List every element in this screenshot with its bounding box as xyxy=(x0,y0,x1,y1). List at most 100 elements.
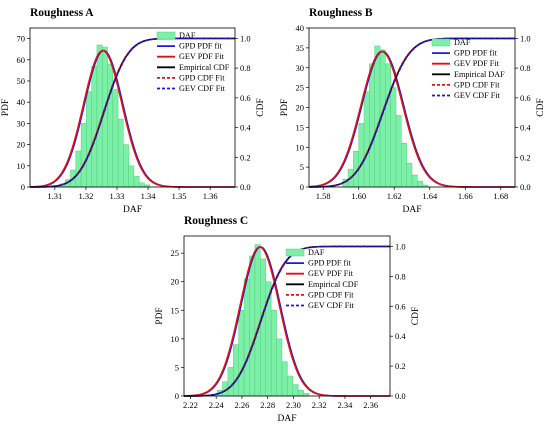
gev-cdf-fit-line xyxy=(184,245,390,397)
y2-tick-label: 0.0 xyxy=(240,182,251,192)
chart-title: Roughness C xyxy=(184,215,248,227)
legend-label: GEV CDF Fit xyxy=(454,91,501,100)
x-tick-label: 2.28 xyxy=(260,400,275,410)
x-tick-label: 1.36 xyxy=(203,191,218,201)
legend-label: GEV PDF Fit xyxy=(179,52,225,61)
histogram-bar xyxy=(292,384,299,397)
gev-cdf-fit-line xyxy=(30,37,235,188)
panel-a: Roughness A 1.31 1.32 1.33 1.34 1.35 1.36 0 10 20… xyxy=(1,7,266,215)
y-tick-label: 30 xyxy=(17,118,26,128)
legend-label: DAF xyxy=(454,38,471,47)
legend-swatch xyxy=(285,248,305,257)
y-tick-label: 70 xyxy=(17,34,26,44)
histogram-bar xyxy=(243,278,250,397)
y2-tick-label: 0.4 xyxy=(395,331,406,341)
y2-axis-label: CDF xyxy=(411,307,421,325)
x-tick-label: 2.32 xyxy=(312,400,327,410)
legend-label: DAF xyxy=(308,248,325,257)
histogram-bar xyxy=(91,65,98,188)
y2-tick-label: 1.0 xyxy=(520,33,531,43)
y2-tick-label: 1.0 xyxy=(395,241,406,251)
histogram-bar xyxy=(107,63,114,188)
legend-label: GPD CDF Fit xyxy=(308,290,354,299)
y2-axis-label: CDF xyxy=(536,98,546,116)
y-tick-label: 5 xyxy=(300,162,304,172)
legend-label: GEV CDF Fit xyxy=(179,84,226,93)
plot-frame xyxy=(183,235,391,397)
histogram-bar xyxy=(138,182,145,188)
x-tick-label: 1.31 xyxy=(47,191,62,201)
y2-tick-label: 0.6 xyxy=(520,93,531,103)
histogram-bar xyxy=(374,45,381,188)
y-tick-label: 35 xyxy=(296,43,305,53)
y2-tick-label: 0.6 xyxy=(395,301,406,311)
y-tick-label: 40 xyxy=(296,23,305,33)
y2-tick-label: 0.4 xyxy=(520,123,531,133)
histogram-bar xyxy=(406,162,413,188)
y-tick-label: 15 xyxy=(171,305,180,315)
histogram-bar xyxy=(233,344,239,397)
chart-title: Roughness A xyxy=(30,7,94,19)
x-tick-label: 2.36 xyxy=(363,400,378,410)
panel-b: Roughness B 1.58 1.60 1.62 1.64 1.66 1.68 0 5 10 1… xyxy=(280,7,546,215)
histogram-bar xyxy=(260,258,267,397)
histogram-bar xyxy=(401,143,407,188)
y-tick-label: 15 xyxy=(296,122,305,132)
x-tick-label: 2.26 xyxy=(235,400,250,410)
panel-c: Roughness C 2.22 2.24 2.26 2.28 2.30 2.32 2.34 2… xyxy=(155,215,421,424)
x-axis-label: DAF xyxy=(402,205,421,215)
y2-tick-label: 0.2 xyxy=(240,152,251,162)
x-tick-label: 1.58 xyxy=(316,191,331,201)
y-axis-label: PDF xyxy=(1,99,11,116)
y2-tick-label: 1.0 xyxy=(240,33,251,43)
y2-axis-label: CDF xyxy=(256,98,266,116)
y-tick-label: 0 xyxy=(175,391,179,401)
histogram-bar xyxy=(123,144,129,188)
y-tick-label: 50 xyxy=(17,76,26,86)
x-tick-label: 1.33 xyxy=(110,191,125,201)
legend-swatch xyxy=(156,31,176,40)
histogram-bar xyxy=(86,91,92,188)
x-tick-label: 2.34 xyxy=(338,400,354,410)
gev-cdf-fit-line xyxy=(309,37,515,188)
y2-tick-label: 0.8 xyxy=(395,271,406,281)
histogram-bar xyxy=(363,91,370,188)
legend-label: GPD PDF fit xyxy=(308,259,351,268)
histogram-bar xyxy=(287,375,294,397)
histogram-bar xyxy=(369,63,375,188)
histogram-bar xyxy=(411,174,418,188)
histogram-bar xyxy=(281,361,288,397)
plot-frame xyxy=(29,27,236,188)
chart-title: Roughness B xyxy=(309,7,373,19)
x-tick-label: 1.35 xyxy=(172,191,187,201)
histogram-bar xyxy=(276,338,283,397)
legend-label: Empirical CDF xyxy=(308,280,359,289)
y2-tick-label: 0.0 xyxy=(395,391,406,401)
legend-label: GPD CDF Fit xyxy=(454,80,500,89)
x-tick-label: 1.60 xyxy=(351,191,366,201)
legend-label: GEV PDF Fit xyxy=(454,59,500,68)
x-tick-label: 1.34 xyxy=(141,191,157,201)
histogram-bar xyxy=(395,115,402,188)
y-tick-label: 20 xyxy=(17,140,26,150)
histogram-bar xyxy=(128,165,135,188)
histogram-bar xyxy=(417,180,423,188)
legend-label: GPD CDF Fit xyxy=(179,73,225,82)
histogram-bar xyxy=(270,310,277,397)
y-tick-label: 10 xyxy=(296,142,305,152)
histogram-bar xyxy=(254,244,261,397)
y-tick-label: 40 xyxy=(17,97,26,107)
y-tick-label: 60 xyxy=(17,55,26,65)
y-tick-label: 0 xyxy=(300,182,304,192)
legend-label: GEV CDF Fit xyxy=(308,301,355,310)
y2-tick-label: 0.4 xyxy=(240,123,251,133)
y-tick-label: 20 xyxy=(296,103,305,113)
x-tick-label: 1.62 xyxy=(387,191,402,201)
legend-label: Empirical DAF xyxy=(454,70,505,79)
y2-tick-label: 0.2 xyxy=(520,152,531,162)
x-axis-label: DAF xyxy=(277,414,296,424)
